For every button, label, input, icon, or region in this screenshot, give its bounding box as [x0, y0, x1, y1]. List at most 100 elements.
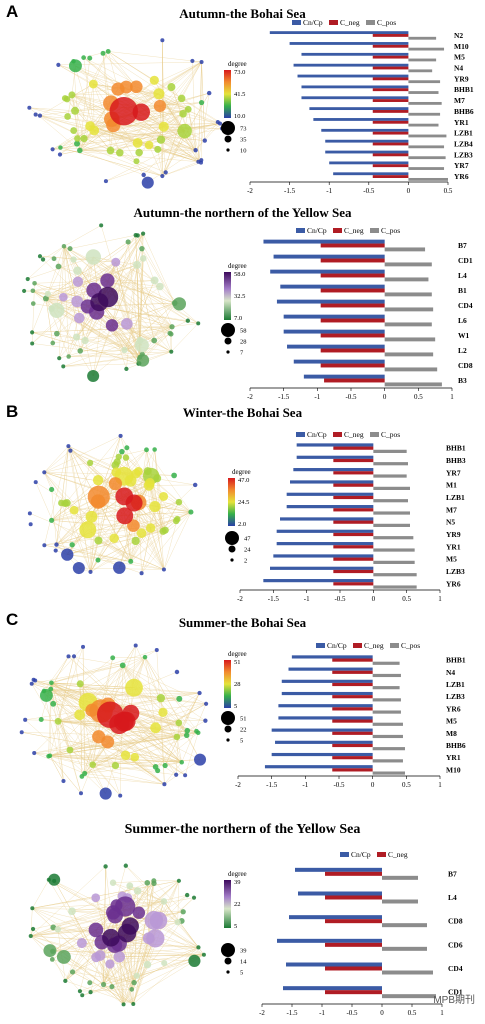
bar-c_pos	[373, 449, 407, 453]
network-node	[32, 750, 37, 756]
network-node	[154, 145, 162, 153]
section-title-summer-bohai: Summer-the Bohai Sea	[178, 615, 307, 630]
network-edge	[133, 938, 156, 1005]
category-label: L6	[458, 316, 467, 325]
network-edge	[31, 683, 71, 751]
degree-size-tick: 5	[240, 738, 243, 745]
network-edge	[163, 519, 178, 570]
network-edge	[57, 646, 84, 722]
network-node	[139, 571, 144, 576]
category-label: N2	[454, 31, 463, 40]
category-label: LZB1	[446, 493, 465, 502]
network-edge	[34, 280, 108, 284]
network-graph	[19, 643, 209, 800]
bar-cn-cp	[301, 96, 409, 100]
bar-c_pos	[373, 462, 408, 466]
network-edge	[176, 720, 206, 738]
bar-cn-cp	[275, 740, 373, 744]
bar-cn-cp	[303, 374, 385, 379]
network-node	[33, 480, 38, 485]
network-node	[82, 770, 88, 776]
network-node	[185, 318, 191, 323]
network-node	[48, 686, 54, 692]
network-edge	[71, 94, 199, 163]
network-edge	[79, 929, 97, 992]
network-edge	[32, 908, 134, 1005]
degree-color-tick: 2.0	[238, 521, 246, 528]
network-edge	[32, 897, 96, 909]
bar-c_neg	[325, 942, 382, 947]
network-node	[139, 245, 145, 252]
network-edge	[127, 897, 164, 902]
network-layer	[19, 38, 227, 1007]
network-node	[162, 762, 168, 769]
network-edge	[111, 325, 127, 369]
category-label: BHB1	[446, 656, 466, 665]
category-label: YR1	[454, 118, 469, 127]
network-node	[33, 678, 38, 683]
section-title-summer-yellow: Summer-the northern of the Yellow Sea	[124, 822, 361, 837]
network-edge	[93, 83, 184, 115]
network-edge	[131, 920, 182, 990]
category-label: LZB3	[446, 567, 465, 576]
network-node	[152, 447, 157, 452]
network-edge	[107, 280, 172, 352]
network-edge	[130, 533, 142, 562]
network-edge	[63, 326, 173, 367]
legend-label: C_neg	[340, 18, 360, 27]
network-node	[126, 882, 134, 890]
network-edge	[130, 703, 207, 714]
network-node	[92, 730, 106, 744]
network-node	[99, 223, 104, 228]
network-edge	[83, 57, 185, 132]
network-edge	[119, 954, 204, 958]
network-edge	[44, 472, 52, 490]
network-edge	[175, 722, 180, 775]
network-node	[50, 948, 56, 954]
degree-color-tick: 28	[234, 681, 241, 688]
bar-c_neg	[372, 55, 409, 59]
network-node	[128, 558, 134, 564]
network-edge	[130, 518, 178, 562]
network-node	[74, 709, 86, 721]
degree-color-tick: 32.5	[234, 293, 245, 300]
network-node	[78, 791, 83, 796]
network-edge	[42, 246, 65, 260]
bar-c_pos	[372, 734, 403, 739]
network-node	[184, 727, 191, 734]
bar-c_neg	[320, 273, 385, 278]
network-edge	[32, 290, 139, 364]
degree-size-dot	[230, 558, 234, 562]
network-edge	[92, 349, 125, 377]
network-node	[124, 474, 137, 487]
network-edge	[111, 286, 161, 326]
network-node	[203, 718, 208, 723]
network-node	[215, 120, 220, 125]
degree-color-tick: 47.0	[238, 477, 249, 484]
network-node	[33, 112, 38, 117]
network-node	[141, 231, 146, 236]
network-node	[61, 364, 66, 369]
category-label: BHB6	[446, 741, 466, 750]
network-edge	[44, 445, 69, 473]
network-node	[73, 312, 85, 324]
journal-watermark: MPB期刊	[433, 995, 475, 1006]
network-edge	[45, 235, 138, 299]
bar-c_neg	[320, 348, 385, 353]
category-label: N5	[446, 518, 455, 527]
bar-cn-cp	[289, 42, 409, 45]
network-node	[22, 288, 27, 293]
network-node	[27, 511, 32, 516]
degree-color-tick: 5	[234, 923, 237, 930]
network-edge	[93, 256, 199, 324]
section-title-autumn-bohai: Autumn-the Bohai Sea	[179, 6, 306, 21]
network-node	[142, 654, 148, 660]
network-node	[197, 690, 202, 696]
legend-label: C_neg	[344, 226, 364, 235]
network-edge	[148, 880, 155, 939]
network-edge	[43, 690, 64, 782]
network-node	[107, 907, 123, 924]
network-node	[172, 517, 180, 525]
network-edge	[134, 757, 165, 785]
network-node	[25, 276, 30, 282]
